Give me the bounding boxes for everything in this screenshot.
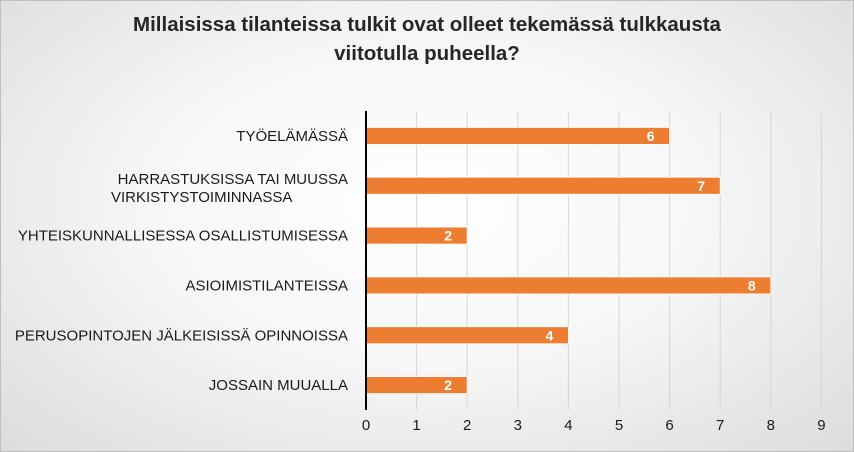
chart-title-line-1: Millaisissa tilanteissa tulkit ovat olle…: [133, 13, 721, 36]
data-label-4: 4: [546, 327, 554, 343]
category-label-0-line-0: TYÖELÄMÄSSÄ: [236, 127, 348, 145]
tick-label-0: 0: [362, 417, 370, 434]
data-label-1: 7: [697, 178, 705, 194]
tick-label-9: 9: [817, 417, 825, 434]
tick-label-1: 1: [412, 417, 420, 434]
category-label-1-line-1: VIRKISTYSTOIMINNASSA: [111, 189, 292, 206]
category-label-4-line-0: PERUSOPINTOJEN JÄLKEISISSÄ OPINNOISSA: [15, 327, 348, 344]
tick-label-4: 4: [564, 417, 572, 434]
tick-label-7: 7: [716, 417, 724, 434]
category-label-1-line-0: HARRASTUKSISSA TAI MUUSSA: [118, 171, 348, 188]
data-label-0: 6: [647, 128, 655, 144]
chart-title-line-2: viitotulla puheella?: [334, 42, 520, 65]
data-label-2: 2: [444, 228, 452, 244]
category-label-3-line-0: ASIOIMISTILANTEISSA: [185, 277, 348, 294]
tick-label-5: 5: [615, 417, 623, 434]
tick-label-3: 3: [514, 417, 522, 434]
bar-1: [365, 176, 721, 195]
category-label-2-line-0: YHTEISKUNNALLISESSA OSALLISTUMISESSA: [18, 228, 348, 245]
data-label-3: 8: [748, 277, 756, 293]
category-label-5-line-0: JOSSAIN MUUALLA: [209, 377, 348, 394]
bar-3: [365, 276, 772, 295]
bar-4: [365, 326, 569, 345]
data-label-5: 2: [444, 377, 452, 393]
tick-label-2: 2: [463, 417, 471, 434]
tick-label-6: 6: [665, 417, 673, 434]
tick-label-8: 8: [767, 417, 775, 434]
bar-0: [365, 127, 671, 145]
chart-title: Millaisissa tilanteissa tulkit ovat olle…: [0, 10, 854, 68]
